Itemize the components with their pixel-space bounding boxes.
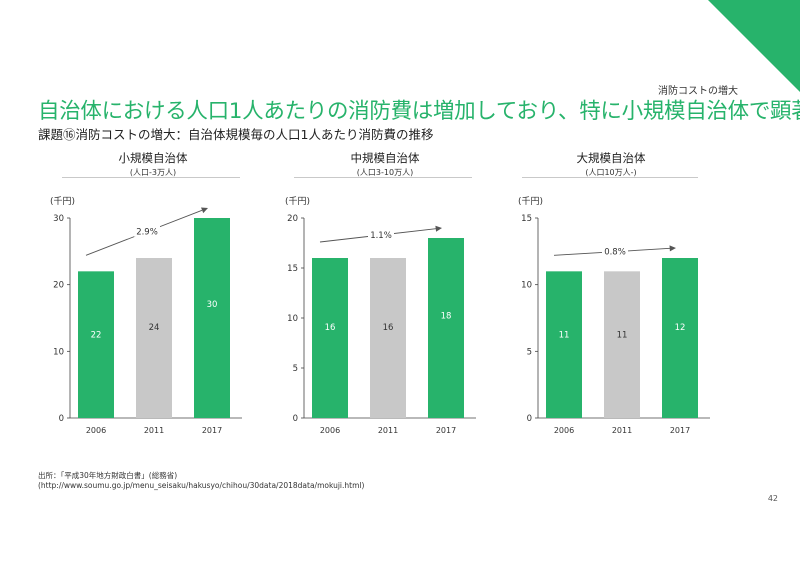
growth-arrow-head [435, 225, 442, 232]
y-tick-label: 20 [53, 281, 64, 291]
x-tick-label: 2006 [86, 426, 106, 435]
source-citation: 出所：「平成30年地方財政白書」(総務省) [38, 471, 178, 480]
y-tick-label: 5 [293, 364, 298, 374]
y-tick-label: 30 [53, 214, 64, 224]
bar-value-label: 18 [441, 311, 452, 321]
panel-large-divider [522, 177, 698, 178]
growth-rate-label: 0.8% [604, 248, 626, 258]
y-tick-label: 15 [521, 214, 532, 224]
bar-2006 [546, 271, 582, 418]
y-tick-label: 10 [53, 347, 64, 357]
bar-2017 [194, 218, 230, 418]
page-title: 自治体における人口1人あたりの消防費は増加しており、特に小規模自治体で顕著 [38, 99, 800, 124]
bar-value-label: 11 [617, 330, 628, 340]
growth-label-bg [134, 225, 160, 237]
panel-small-unit: (千円) [50, 197, 76, 207]
panel-medium-title: 中規模自治体 [350, 151, 420, 165]
page-subtitle: 課題⑯消防コストの増大：自治体規模毎の人口1人あたり消防費の推移 [38, 127, 434, 142]
panel-small-subtitle: (人口-3万人) [129, 168, 177, 177]
panel-large-unit: (千円) [518, 197, 544, 207]
panel-small-title: 小規模自治体 [118, 151, 188, 165]
y-tick-label: 0 [59, 414, 64, 424]
panel-medium-unit: (千円) [285, 197, 311, 207]
x-tick-label: 2006 [320, 426, 340, 435]
panel-medium-header: 中規模自治体 (人口3-10万人) [300, 150, 470, 178]
bar-2017 [428, 238, 464, 418]
y-tick-label: 15 [287, 264, 298, 274]
y-tick-label: 10 [287, 314, 298, 324]
chart-small-municipalities: 0 10 20 30 22 2006 24 2011 30 2017 2.9% [53, 207, 242, 435]
bar-value-label: 30 [207, 300, 218, 310]
panel-large-subtitle: (人口10万人-) [585, 168, 637, 177]
bar-2006 [78, 271, 114, 418]
bar-value-label: 16 [325, 323, 336, 333]
bar-value-label: 11 [559, 330, 570, 340]
x-tick-label: 2006 [554, 426, 574, 435]
bar-2011 [604, 271, 640, 418]
bar-value-label: 24 [149, 323, 160, 333]
growth-label-bg [368, 229, 394, 240]
bar-2017 [662, 258, 698, 418]
x-tick-label: 2017 [670, 426, 690, 435]
y-tick-label: 10 [521, 281, 532, 291]
growth-arrow-head [669, 245, 676, 252]
panel-large-title: 大規模自治体 [576, 151, 646, 165]
growth-rate-label: 1.1% [370, 231, 392, 241]
panel-medium-divider [294, 177, 472, 178]
y-tick-label: 20 [287, 214, 298, 224]
panel-small-divider [62, 177, 240, 178]
growth-rate-label: 2.9% [136, 228, 158, 238]
bar-2006 [312, 258, 348, 418]
growth-arrow-head [201, 207, 208, 214]
corner-accent [708, 0, 800, 92]
section-label: 消防コストの増大 [658, 86, 738, 97]
bar-2011 [370, 258, 406, 418]
chart-medium-municipalities: 0 5 10 15 20 16 2006 16 2011 18 2017 1.1% [287, 214, 476, 435]
page-badge: 16 [769, 78, 783, 89]
x-tick-label: 2017 [202, 426, 222, 435]
chart-large-municipalities: 0 5 10 15 11 2006 11 2011 12 2017 0.8% [521, 214, 710, 435]
x-tick-label: 2011 [612, 426, 632, 435]
bar-value-label: 12 [675, 323, 686, 333]
growth-label-bg [602, 245, 628, 257]
page-number: 42 [767, 494, 778, 503]
panel-large-header: 大規模自治体 (人口10万人-) [526, 150, 696, 178]
y-tick-label: 0 [527, 414, 532, 424]
bar-2011 [136, 258, 172, 418]
x-tick-label: 2011 [378, 426, 398, 435]
y-tick-label: 5 [527, 347, 532, 357]
x-tick-label: 2011 [144, 426, 164, 435]
y-tick-label: 0 [293, 414, 298, 424]
bar-value-label: 16 [383, 323, 394, 333]
panel-medium-subtitle: (人口3-10万人) [356, 168, 414, 177]
bar-value-label: 22 [91, 330, 102, 340]
panel-small-header: 小規模自治体 (人口-3万人) [68, 150, 238, 178]
source-url: (http://www.soumu.go.jp/menu_seisaku/hak… [38, 481, 365, 490]
x-tick-label: 2017 [436, 426, 456, 435]
